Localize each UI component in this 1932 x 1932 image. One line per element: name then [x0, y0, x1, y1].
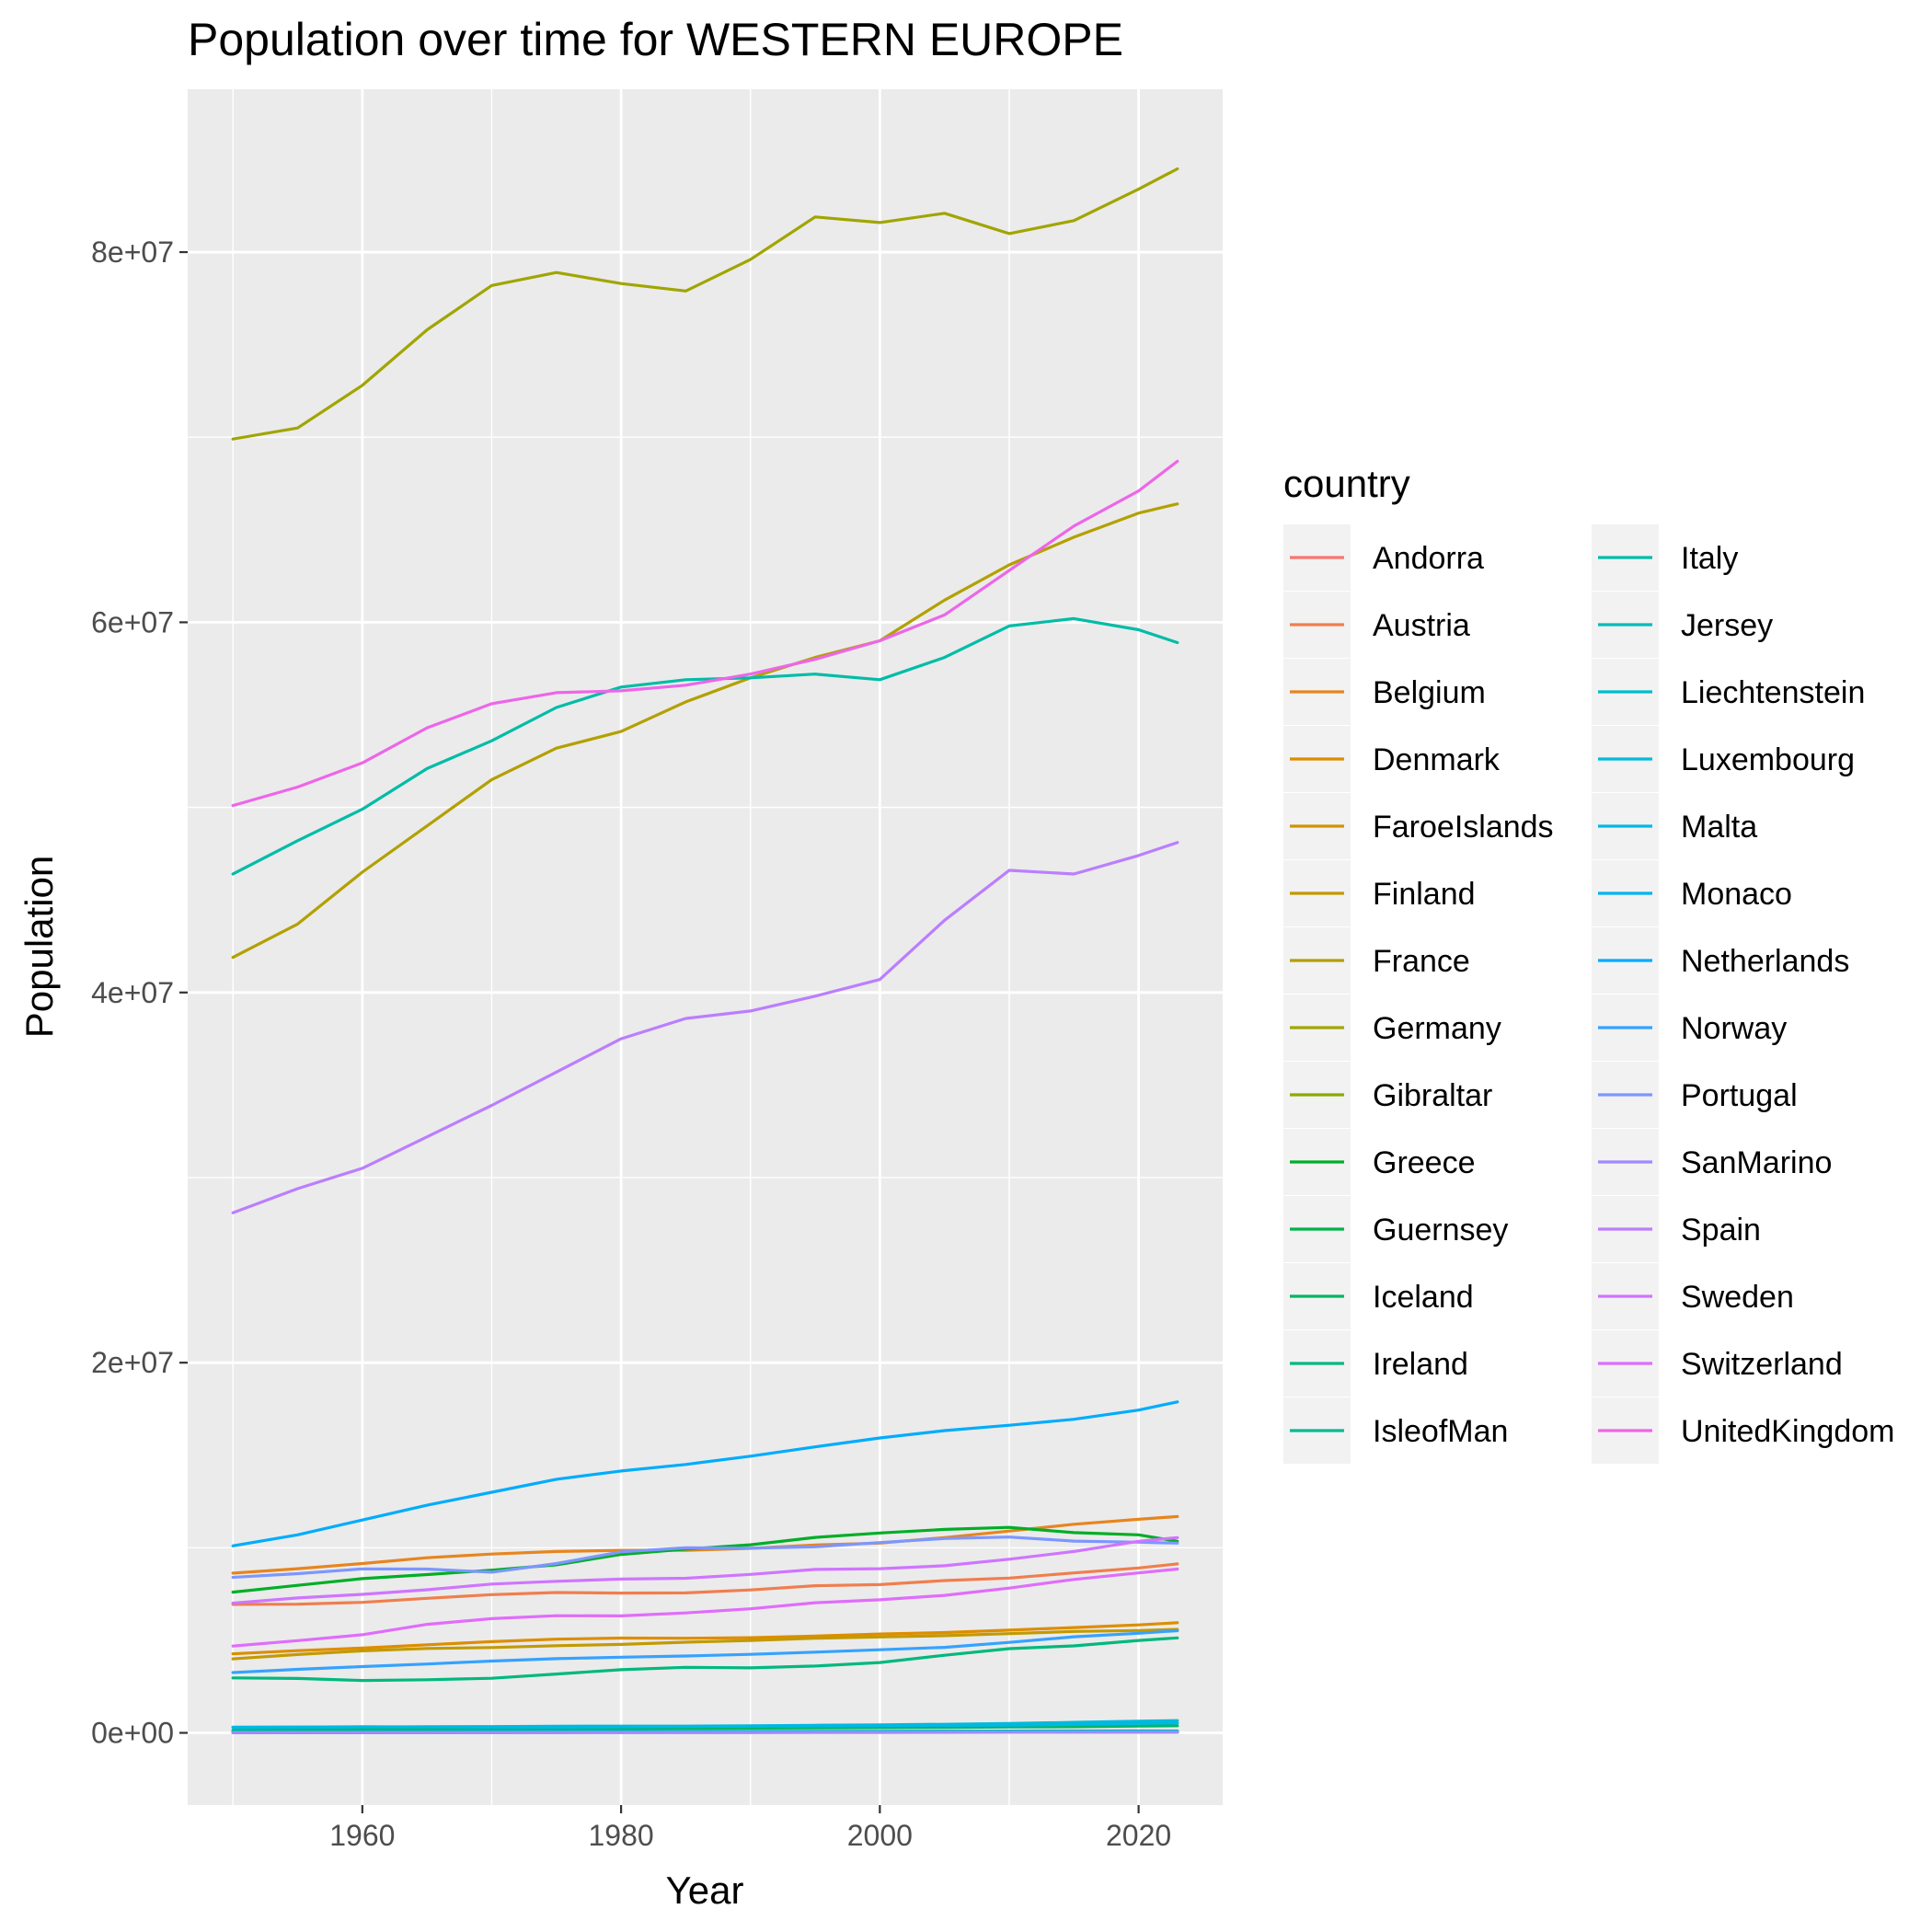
legend-label: SanMarino	[1681, 1145, 1832, 1180]
series-line-denmark	[231, 1621, 1179, 1656]
series-line-finland	[231, 1627, 1179, 1661]
legend-label: FaroeIslands	[1373, 810, 1554, 845]
legend-label: Liechtenstein	[1681, 675, 1865, 710]
y-tick-label: 0e+00	[91, 1717, 174, 1750]
legend-label: Austria	[1373, 608, 1470, 643]
x-axis: 1960 1980 2000 2020	[329, 1805, 1171, 1852]
legend-label: Guernsey	[1373, 1213, 1508, 1248]
legend-label: UnitedKingdom	[1681, 1414, 1894, 1449]
legend-label: Finland	[1373, 877, 1476, 912]
legend-label: Ireland	[1373, 1347, 1468, 1382]
legend-label: IsleofMan	[1373, 1414, 1508, 1449]
legend-label: Italy	[1681, 541, 1738, 576]
series-line-norway	[231, 1628, 1179, 1674]
chart-title: Population over time for WESTERN EUROPE	[188, 14, 1123, 65]
legend-label: Denmark	[1373, 742, 1501, 777]
legend-label: Iceland	[1373, 1280, 1474, 1315]
legend-label: Andorra	[1373, 541, 1484, 576]
y-axis: 0e+00 2e+07 4e+07 6e+07 8e+07	[91, 236, 188, 1750]
legend-label: Portugal	[1681, 1078, 1798, 1113]
legend-label: Gibraltar	[1373, 1078, 1492, 1113]
series-line-unitedkingdom	[231, 459, 1179, 808]
y-axis-title: Population	[17, 856, 61, 1039]
y-tick-label: 6e+07	[91, 605, 174, 638]
legend: Andorra Austria Belgium Denmark FaroeIslands…	[1283, 524, 1894, 1464]
x-tick-label: 1960	[329, 1819, 395, 1852]
legend-label: Belgium	[1373, 675, 1486, 710]
y-tick-label: 2e+07	[91, 1346, 174, 1379]
y-tick-label: 8e+07	[91, 236, 174, 269]
legend-label: Malta	[1681, 810, 1757, 845]
legend-title: country	[1283, 462, 1410, 505]
x-tick-label: 1980	[589, 1819, 654, 1852]
legend-label: France	[1373, 944, 1470, 979]
series-line-switzerland	[231, 1567, 1179, 1648]
legend-label: Norway	[1681, 1011, 1787, 1046]
series-line-sweden	[231, 1535, 1179, 1605]
series-line-austria	[231, 1562, 1179, 1606]
legend-label: Spain	[1681, 1213, 1761, 1248]
legend-label: Sweden	[1681, 1280, 1794, 1315]
legend-label: Greece	[1373, 1145, 1476, 1180]
series-line-germany	[231, 167, 1179, 441]
legend-label: Germany	[1373, 1011, 1501, 1046]
legend-label: Netherlands	[1681, 944, 1849, 979]
series-line-malta	[231, 1721, 1179, 1730]
minor-gridlines	[188, 89, 1223, 1805]
legend-label: Switzerland	[1681, 1347, 1843, 1382]
x-axis-title: Year	[666, 1869, 744, 1912]
series-line-spain	[231, 841, 1179, 1214]
y-tick-label: 4e+07	[91, 976, 174, 1009]
series-line-iceland	[231, 1724, 1179, 1732]
legend-label: Jersey	[1681, 608, 1773, 643]
series-line-portugal	[231, 1535, 1179, 1580]
legend-label: Monaco	[1681, 877, 1792, 912]
series-line-france	[231, 502, 1179, 960]
series-line-netherlands	[231, 1400, 1179, 1547]
series-lines	[231, 167, 1179, 1735]
legend-label: Luxembourg	[1681, 742, 1855, 777]
series-line-ireland	[231, 1636, 1179, 1683]
x-tick-label: 2000	[847, 1819, 913, 1852]
x-tick-label: 2020	[1106, 1819, 1171, 1852]
